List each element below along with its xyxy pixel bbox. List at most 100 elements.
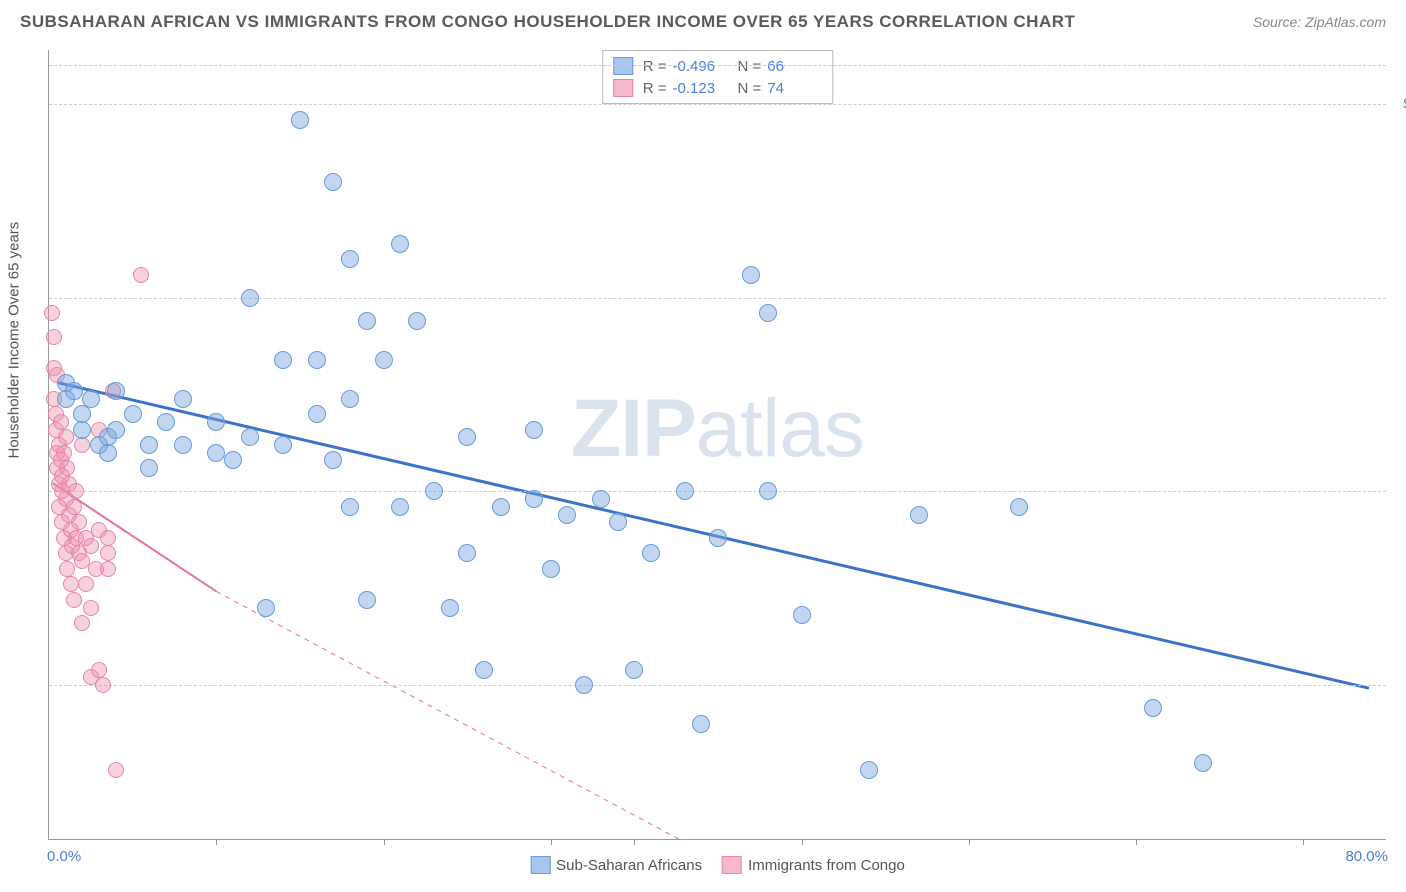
y-tick-label: $50,000 — [1396, 483, 1406, 500]
scatter-point — [95, 677, 111, 693]
x-tick — [1303, 839, 1304, 845]
scatter-point — [375, 351, 393, 369]
scatter-point — [124, 405, 142, 423]
scatter-point — [108, 762, 124, 778]
y-axis-label: Householder Income Over 65 years — [6, 222, 23, 459]
scatter-point — [63, 576, 79, 592]
scatter-point — [133, 267, 149, 283]
scatter-point — [44, 305, 60, 321]
scatter-point — [742, 266, 760, 284]
scatter-point — [74, 437, 90, 453]
scatter-point — [100, 545, 116, 561]
scatter-point — [83, 538, 99, 554]
scatter-point — [107, 382, 125, 400]
scatter-point — [441, 599, 459, 617]
scatter-point — [157, 413, 175, 431]
gridline — [49, 491, 1386, 492]
watermark: ZIPatlas — [571, 382, 864, 476]
x-tick — [216, 839, 217, 845]
scatter-point — [609, 513, 627, 531]
source-attribution: Source: ZipAtlas.com — [1253, 14, 1386, 30]
scatter-point — [100, 530, 116, 546]
scatter-point — [308, 405, 326, 423]
scatter-point — [74, 615, 90, 631]
scatter-point — [59, 561, 75, 577]
scatter-point — [1144, 699, 1162, 717]
scatter-point — [1194, 754, 1212, 772]
x-tick — [969, 839, 970, 845]
scatter-point — [341, 390, 359, 408]
scatter-point — [676, 482, 694, 500]
x-tick — [384, 839, 385, 845]
scatter-point — [324, 173, 342, 191]
correlation-legend: R = -0.496 N = 66 R = -0.123 N = 74 — [602, 50, 834, 104]
chart-title: SUBSAHARAN AFRICAN VS IMMIGRANTS FROM CO… — [20, 12, 1075, 32]
chart-header: SUBSAHARAN AFRICAN VS IMMIGRANTS FROM CO… — [0, 0, 1406, 40]
scatter-point — [91, 662, 107, 678]
scatter-point — [65, 382, 83, 400]
scatter-point — [642, 544, 660, 562]
y-tick-label: $75,000 — [1396, 289, 1406, 306]
x-tick — [802, 839, 803, 845]
scatter-point — [73, 421, 91, 439]
scatter-point — [408, 312, 426, 330]
scatter-point — [458, 428, 476, 446]
scatter-point — [358, 591, 376, 609]
scatter-point — [391, 498, 409, 516]
scatter-point — [274, 351, 292, 369]
scatter-point — [592, 490, 610, 508]
scatter-point — [709, 529, 727, 547]
scatter-point — [82, 390, 100, 408]
scatter-point — [99, 444, 117, 462]
scatter-point — [425, 482, 443, 500]
scatter-point — [66, 499, 82, 515]
scatter-point — [475, 661, 493, 679]
legend-swatch — [613, 79, 633, 97]
scatter-point — [910, 506, 928, 524]
scatter-point — [458, 544, 476, 562]
scatter-point — [575, 676, 593, 694]
legend-item: Immigrants from Congo — [722, 856, 905, 874]
scatter-point — [525, 421, 543, 439]
scatter-point — [759, 482, 777, 500]
scatter-point — [692, 715, 710, 733]
legend-swatch — [530, 856, 550, 874]
scatter-point — [59, 460, 75, 476]
legend-stat-row: R = -0.123 N = 74 — [613, 77, 823, 99]
scatter-point — [358, 312, 376, 330]
scatter-point — [71, 514, 87, 530]
x-axis-max: 80.0% — [1345, 848, 1388, 865]
y-tick-label: $25,000 — [1396, 677, 1406, 694]
gridline — [49, 685, 1386, 686]
scatter-point — [542, 560, 560, 578]
scatter-point — [793, 606, 811, 624]
scatter-point — [140, 436, 158, 454]
scatter-point — [860, 761, 878, 779]
x-tick — [1136, 839, 1137, 845]
x-tick — [551, 839, 552, 845]
scatter-point — [53, 414, 69, 430]
scatter-point — [492, 498, 510, 516]
scatter-point — [58, 429, 74, 445]
scatter-point — [46, 329, 62, 345]
scatter-point — [1010, 498, 1028, 516]
legend-item: Sub-Saharan Africans — [530, 856, 702, 874]
scatter-point — [324, 451, 342, 469]
scatter-point — [341, 498, 359, 516]
scatter-point — [207, 444, 225, 462]
scatter-point — [174, 436, 192, 454]
scatter-point — [174, 390, 192, 408]
scatter-point — [207, 413, 225, 431]
scatter-point — [308, 351, 326, 369]
scatter-point — [107, 421, 125, 439]
scatter-point — [100, 561, 116, 577]
legend-swatch — [722, 856, 742, 874]
scatter-point — [525, 490, 543, 508]
scatter-point — [83, 600, 99, 616]
x-tick — [634, 839, 635, 845]
scatter-point — [274, 436, 292, 454]
scatter-point — [66, 592, 82, 608]
scatter-point — [56, 445, 72, 461]
scatter-point — [140, 459, 158, 477]
scatter-point — [759, 304, 777, 322]
